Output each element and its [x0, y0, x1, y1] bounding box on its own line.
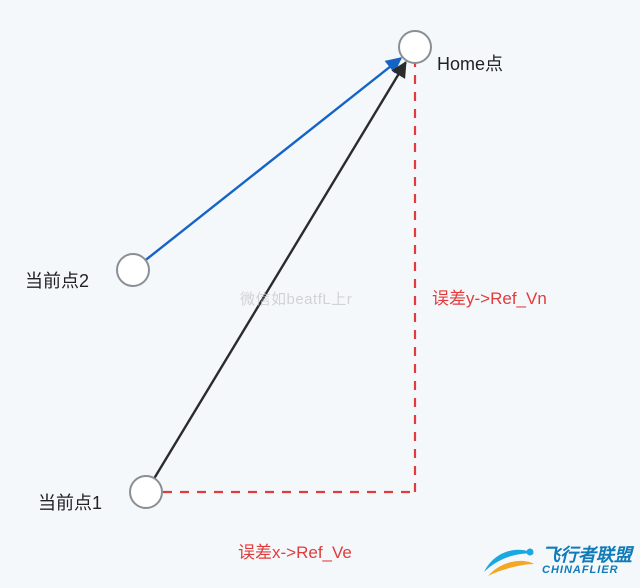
error-y-label: 误差y->Ref_Vn	[432, 284, 547, 309]
swoosh-icon	[482, 542, 536, 580]
brand-line-2: CHINAFLIER	[542, 565, 632, 577]
current-point-1-label: 当前点1	[38, 489, 102, 515]
brand-line-1: 飞行者联盟	[542, 546, 632, 565]
brand-logo: 飞行者联盟 CHINAFLIER	[482, 542, 632, 580]
error-x-label: 误差x->Ref_Ve	[238, 538, 352, 563]
watermark-text: 微信如beatfL上r	[240, 288, 352, 309]
current-point-2-label: 当前点2	[25, 267, 89, 293]
home-label: Home点	[437, 50, 503, 76]
